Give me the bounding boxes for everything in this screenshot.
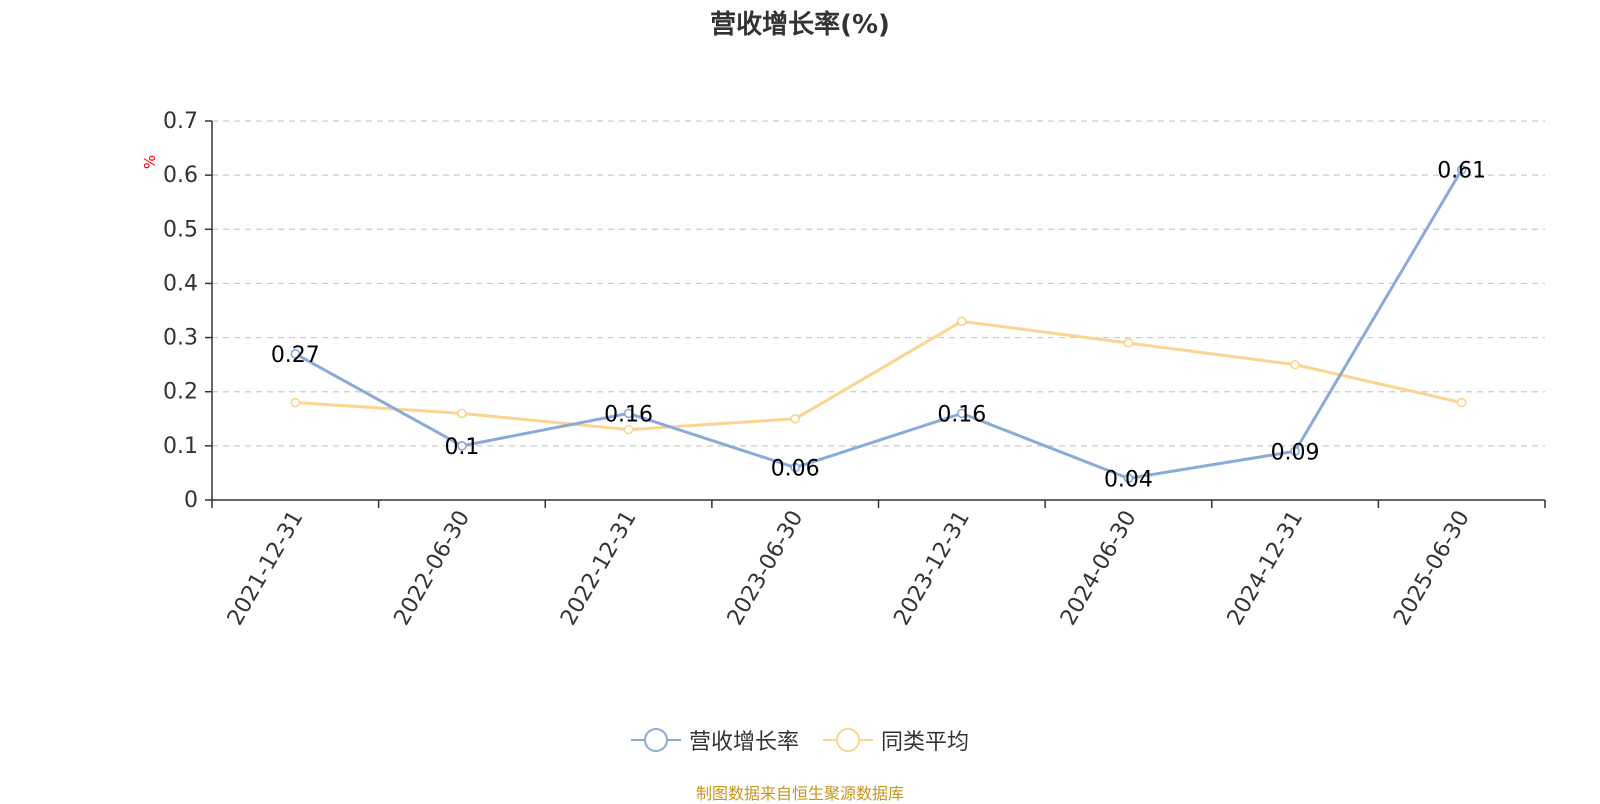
data-label: 0.1 bbox=[444, 435, 479, 460]
legend-swatch-revenue-growth-icon bbox=[630, 728, 681, 752]
data-label: 0.04 bbox=[1104, 467, 1153, 492]
x-tick-label: 2024-12-31 bbox=[1223, 507, 1309, 630]
data-point-1 bbox=[957, 316, 967, 327]
data-point-1 bbox=[790, 413, 800, 424]
y-tick-label: 0.3 bbox=[163, 326, 198, 351]
y-tick-label: 0.6 bbox=[163, 163, 198, 188]
data-point-0 bbox=[290, 349, 301, 359]
y-tick-label: 0.4 bbox=[163, 271, 198, 296]
data-label: 0.06 bbox=[771, 457, 820, 482]
chart-title: 营收增长率(%) bbox=[710, 10, 890, 40]
data-point-0 bbox=[1123, 473, 1134, 484]
x-tick-label: 2024-06-30 bbox=[1056, 507, 1142, 630]
y-tick-label: 0 bbox=[184, 488, 198, 513]
line-chart: 0 0.1 0.2 0.3 0.4 0.5 0.6 0.7% 2021-12-31 2022-06… bbox=[141, 109, 1546, 630]
legend-label-peer-average: 同类平均 bbox=[881, 730, 970, 755]
series-line-0 bbox=[294, 168, 1463, 480]
y-axis-label: % bbox=[141, 155, 159, 169]
x-tick-label: 2021-12-31 bbox=[223, 507, 309, 630]
data-point-1 bbox=[623, 424, 634, 435]
data-point-0 bbox=[1456, 164, 1467, 175]
data-label: 0.27 bbox=[271, 343, 320, 368]
data-point-1 bbox=[1290, 359, 1300, 370]
data-label: 0.61 bbox=[1437, 159, 1486, 184]
data-point-1 bbox=[457, 408, 467, 419]
data-point-0 bbox=[790, 462, 800, 473]
x-tick-label: 2023-06-30 bbox=[723, 507, 809, 630]
data-point-0 bbox=[457, 441, 467, 451]
data-label: 0.16 bbox=[604, 402, 653, 427]
x-tick-label: 2022-06-30 bbox=[390, 507, 476, 630]
data-point-1 bbox=[1456, 397, 1467, 408]
y-tick-label: 0.7 bbox=[163, 109, 198, 134]
series-line-1 bbox=[295, 319, 1463, 432]
data-point-0 bbox=[623, 408, 634, 419]
data-label: 0.16 bbox=[937, 402, 986, 427]
data-point-1 bbox=[290, 397, 301, 408]
data-point-0 bbox=[1290, 446, 1300, 457]
x-tick-label: 2025-06-30 bbox=[1389, 507, 1475, 630]
y-tick-label: 0.1 bbox=[163, 434, 198, 459]
y-tick-label: 0.5 bbox=[163, 217, 198, 242]
legend-item-peer-average[interactable]: 同类平均 bbox=[823, 724, 969, 756]
y-tick-label: 0.2 bbox=[163, 380, 198, 405]
data-point-0 bbox=[957, 408, 967, 419]
x-tick-label: 2023-12-31 bbox=[889, 507, 975, 630]
legend-label-revenue-growth: 营收增长率 bbox=[688, 730, 799, 755]
x-tick-label: 2022-12-31 bbox=[556, 507, 642, 630]
data-label: 0.09 bbox=[1271, 440, 1320, 465]
data-point-1 bbox=[1123, 338, 1134, 348]
data-source-note: 制图数据来自恒生聚源数据库 bbox=[695, 784, 904, 803]
legend: 营收增长率 同类平均 bbox=[0, 720, 1600, 760]
legend-item-revenue-growth[interactable]: 营收增长率 bbox=[630, 724, 799, 756]
legend-swatch-peer-average-icon bbox=[823, 728, 873, 752]
